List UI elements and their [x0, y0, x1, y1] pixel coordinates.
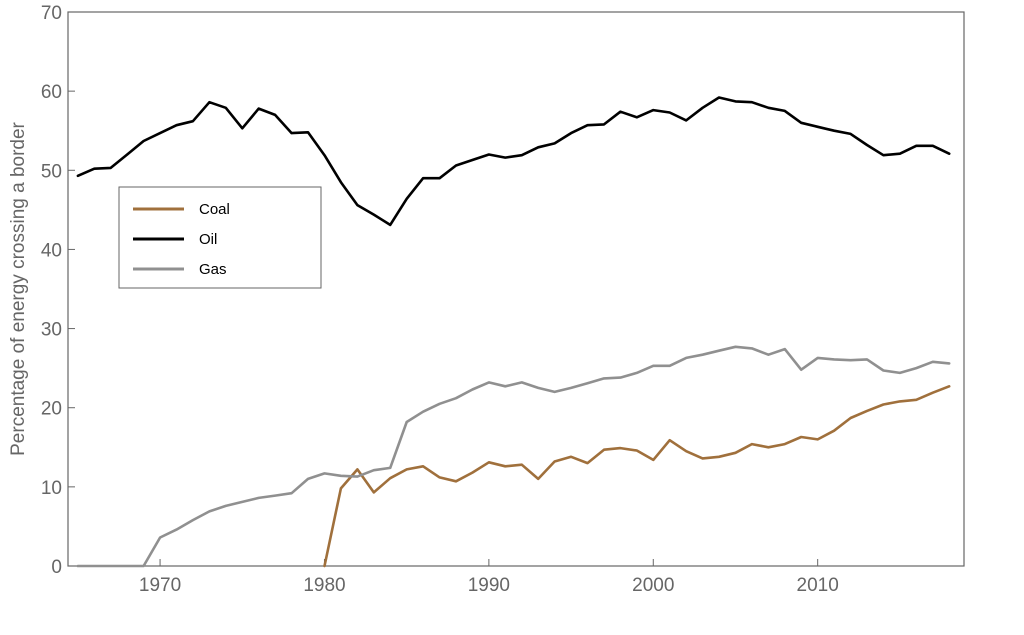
y-tick-label: 40: [41, 240, 62, 261]
series-line-oil: [76, 96, 951, 227]
x-tick-label: 1970: [139, 575, 181, 596]
series-line-gas: [76, 345, 951, 568]
x-axis: 1970 1980 1990 2000 2010: [139, 559, 839, 596]
y-tick-label: 0: [51, 557, 62, 578]
y-tick-label: 30: [41, 320, 62, 341]
x-tick-label: 1980: [303, 575, 345, 596]
x-tick-label: 2010: [797, 575, 839, 596]
legend-label-oil: Oil: [199, 231, 217, 248]
y-tick-label: 70: [41, 3, 62, 24]
y-tick-label: 10: [41, 478, 62, 499]
series-layer: [76, 96, 951, 568]
legend-label-gas: Gas: [199, 261, 227, 278]
plot-frame: [67, 11, 965, 567]
y-axis-title: Percentage of energy crossing a border: [8, 121, 29, 455]
y-tick-label: 50: [41, 161, 62, 182]
x-tick-label: 1990: [468, 575, 510, 596]
series-line-coal: [323, 384, 951, 568]
legend-label-coal: Coal: [199, 201, 230, 218]
legend: Coal Oil Gas: [118, 186, 322, 289]
y-axis: 0 10 20 30 40 50 60 70: [41, 3, 75, 578]
x-tick-label: 2000: [632, 575, 674, 596]
y-tick-label: 20: [41, 399, 62, 420]
y-tick-label: 60: [41, 82, 62, 103]
